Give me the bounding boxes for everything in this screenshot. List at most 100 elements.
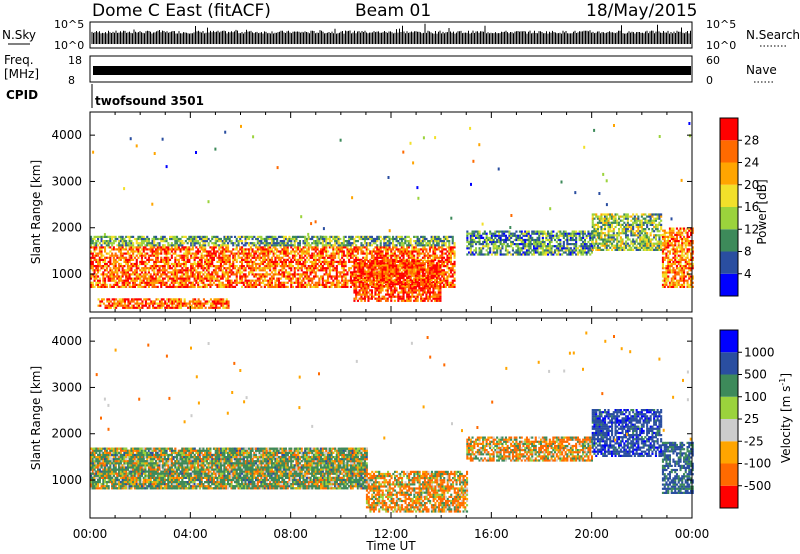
heatmap-cell bbox=[360, 289, 363, 292]
heatmap-cell bbox=[302, 252, 305, 255]
heatmap-cell bbox=[374, 242, 377, 245]
heatmap-cell bbox=[167, 252, 170, 255]
heatmap-cell bbox=[314, 250, 317, 253]
heatmap-cell bbox=[221, 277, 224, 280]
heatmap-cell bbox=[518, 234, 521, 237]
heatmap-cell bbox=[360, 297, 363, 300]
heatmap-cell bbox=[339, 260, 342, 263]
heatmap-cell bbox=[102, 298, 105, 301]
heatmap-cell bbox=[119, 262, 122, 266]
heatmap-cell bbox=[169, 298, 172, 301]
heatmap-cell bbox=[307, 250, 310, 253]
heatmap-cell bbox=[116, 283, 119, 286]
heatmap-cell bbox=[198, 250, 201, 253]
heatmap-cell bbox=[378, 285, 381, 288]
heatmap-cell bbox=[147, 256, 150, 259]
heatmap-cell bbox=[304, 250, 307, 253]
heatmap-cell bbox=[132, 273, 135, 276]
heatmap-cell bbox=[141, 304, 144, 307]
heatmap-cell bbox=[133, 265, 136, 268]
heatmap-cell bbox=[328, 267, 331, 270]
heatmap-cell bbox=[418, 240, 421, 243]
heatmap-cell bbox=[177, 258, 180, 261]
heatmap-cell bbox=[341, 248, 344, 251]
heatmap-cell bbox=[191, 252, 194, 255]
heatmap-cell bbox=[494, 251, 497, 254]
heatmap-cell bbox=[198, 277, 201, 280]
heatmap-cell bbox=[358, 281, 361, 284]
heatmap-cell bbox=[260, 273, 263, 276]
heatmap-cell bbox=[126, 265, 129, 268]
heatmap-cell bbox=[165, 281, 168, 284]
heatmap-cell bbox=[485, 240, 488, 244]
heatmap-cell bbox=[165, 285, 168, 288]
heatmap-cell bbox=[209, 262, 212, 266]
heatmap-cell bbox=[235, 252, 238, 255]
heatmap-cell bbox=[267, 252, 270, 255]
heatmap-cell bbox=[414, 291, 417, 294]
heatmap-cell bbox=[149, 277, 152, 280]
heatmap-cell bbox=[118, 265, 121, 268]
heatmap-cell bbox=[90, 252, 93, 255]
heatmap-cell bbox=[351, 275, 354, 278]
heatmap-cell bbox=[125, 298, 128, 301]
heatmap-cell bbox=[383, 256, 386, 259]
heatmap-cell bbox=[126, 277, 129, 280]
heatmap-cell bbox=[480, 234, 483, 237]
heatmap-cell bbox=[374, 252, 377, 255]
heatmap-cell bbox=[127, 298, 130, 301]
heatmap-cell bbox=[451, 269, 454, 272]
heatmap-cell bbox=[276, 248, 279, 251]
heatmap-cell bbox=[420, 262, 423, 265]
heatmap-cell bbox=[367, 268, 370, 271]
heatmap-cell bbox=[494, 253, 497, 256]
heatmap-cell bbox=[297, 269, 300, 272]
heatmap-cell bbox=[153, 244, 156, 247]
heatmap-cell bbox=[320, 254, 323, 257]
heatmap-cell bbox=[376, 237, 379, 241]
heatmap-cell bbox=[274, 285, 277, 288]
heatmap-cell bbox=[279, 256, 282, 259]
heatmap-cell bbox=[232, 281, 235, 284]
heatmap-cell bbox=[428, 281, 431, 284]
heatmap-cell bbox=[281, 267, 284, 270]
heatmap-cell bbox=[276, 277, 279, 280]
heatmap-cell bbox=[439, 278, 442, 282]
heatmap-cell bbox=[442, 237, 445, 241]
heatmap-cell bbox=[360, 272, 363, 275]
heatmap-cell bbox=[411, 270, 414, 273]
heatmap-cell bbox=[100, 283, 103, 286]
heatmap-cell bbox=[248, 242, 251, 245]
heatmap-cell bbox=[197, 248, 200, 251]
heatmap-cell bbox=[407, 299, 410, 302]
heatmap-cell bbox=[242, 275, 245, 278]
heatmap-cell bbox=[360, 252, 363, 255]
heatmap-cell bbox=[123, 265, 126, 268]
heatmap-cell bbox=[97, 240, 100, 243]
heatmap-cell bbox=[330, 252, 333, 255]
heatmap-cell bbox=[511, 234, 514, 237]
heatmap-cell bbox=[298, 242, 301, 245]
heatmap-cell bbox=[290, 279, 293, 282]
heatmap-cell bbox=[263, 260, 266, 263]
heatmap-cell bbox=[241, 265, 244, 268]
heatmap-cell bbox=[156, 244, 159, 247]
heatmap-cell bbox=[367, 276, 370, 279]
heatmap-cell bbox=[414, 295, 417, 298]
nave-label: Nave bbox=[746, 63, 777, 77]
heatmap-cell bbox=[265, 258, 268, 261]
heatmap-cell bbox=[265, 265, 268, 268]
heatmap-cell bbox=[413, 256, 416, 259]
heatmap-cell bbox=[496, 230, 499, 233]
heatmap-cell bbox=[281, 283, 284, 286]
heatmap-cell bbox=[111, 269, 114, 272]
heatmap-cell bbox=[128, 260, 131, 263]
heatmap-cell bbox=[281, 275, 284, 278]
heatmap-cell bbox=[360, 266, 363, 269]
heatmap-cell bbox=[320, 252, 323, 255]
heatmap-cell bbox=[93, 265, 96, 268]
heatmap-cell bbox=[453, 283, 456, 286]
heatmap-cell bbox=[227, 250, 230, 253]
heatmap-cell bbox=[355, 276, 358, 279]
heatmap-cell bbox=[125, 306, 128, 309]
